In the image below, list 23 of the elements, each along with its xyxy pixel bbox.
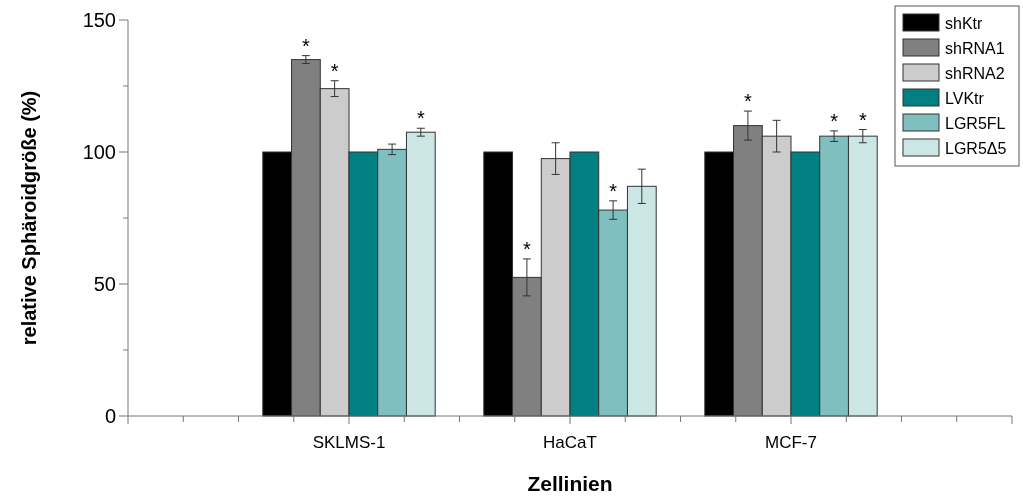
x-tick-label: SKLMS-1 [312,433,386,452]
legend-label: LVKtr [945,89,985,107]
legend-label: LGR5FL [945,114,1006,132]
legend-label: LGR5Δ5 [945,139,1007,157]
y-tick-label: 0 [104,405,116,427]
y-tick-label: 150 [82,9,116,31]
legend-label: shRNA2 [945,64,1005,82]
x-tick-label: HaCaT [543,433,597,452]
data-label: * [609,179,618,202]
data-label: * [416,107,425,130]
legend-label: shRNA1 [945,39,1005,57]
y-axis-title: relative Sphäroidgröße (%) [18,90,40,346]
y-tick-label: 50 [93,273,116,295]
legend-label: shKtr [945,14,984,32]
x-tick-label: MCF-7 [765,433,817,452]
data-label: * [830,109,839,132]
data-label: * [330,59,339,82]
data-label: * [523,237,532,260]
data-label: * [858,108,867,131]
y-tick-label: 100 [82,141,116,163]
x-axis-title: Zellinien [527,472,613,495]
data-label: * [302,34,311,57]
data-label: * [744,90,753,113]
